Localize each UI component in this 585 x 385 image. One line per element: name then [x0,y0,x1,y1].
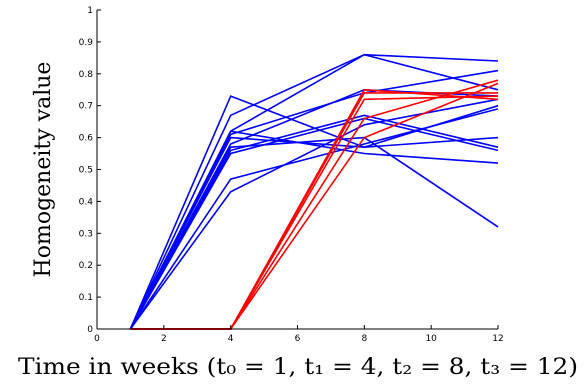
y-tick-label: 1 [87,6,93,16]
y-tick-label: 0 [87,325,93,335]
series-line-12 [129,98,499,330]
y-tick-label: 0.6 [79,134,94,144]
y-tick-label: 0.9 [79,38,94,48]
series-line-16 [130,82,499,330]
series-line-15 [130,79,499,330]
y-tick-label: 0.8 [79,70,94,80]
y-tick-label: 0.4 [79,197,94,207]
series-line-10 [129,136,499,330]
series-line-11 [129,108,499,330]
y-axis-title: Homogeneity value [31,62,56,278]
y-tick-label: 0.7 [79,102,93,112]
y-tick-label: 0.5 [79,166,93,176]
x-tick-label: 10 [425,334,437,344]
x-tick-label: 2 [161,334,167,344]
y-tick-label: 0.1 [79,293,93,303]
x-tick-label: 6 [295,334,301,344]
x-tick-label: 0 [94,334,100,344]
x-tick-label: 12 [492,334,503,344]
y-tick-label: 0.3 [79,229,93,239]
series-line-2 [129,53,499,330]
y-tick-label: 0.2 [79,261,93,271]
x-tick-label: 4 [228,334,234,344]
x-axis-title: Time in weeks (t₀ = 1, t₁ = 4, t₂ = 8, t… [18,355,578,380]
axes: 00.10.20.30.40.50.60.70.80.910 2 4 6 8 10 12 [79,6,504,344]
series-layer [129,53,499,330]
x-tick-label: 8 [361,334,367,344]
